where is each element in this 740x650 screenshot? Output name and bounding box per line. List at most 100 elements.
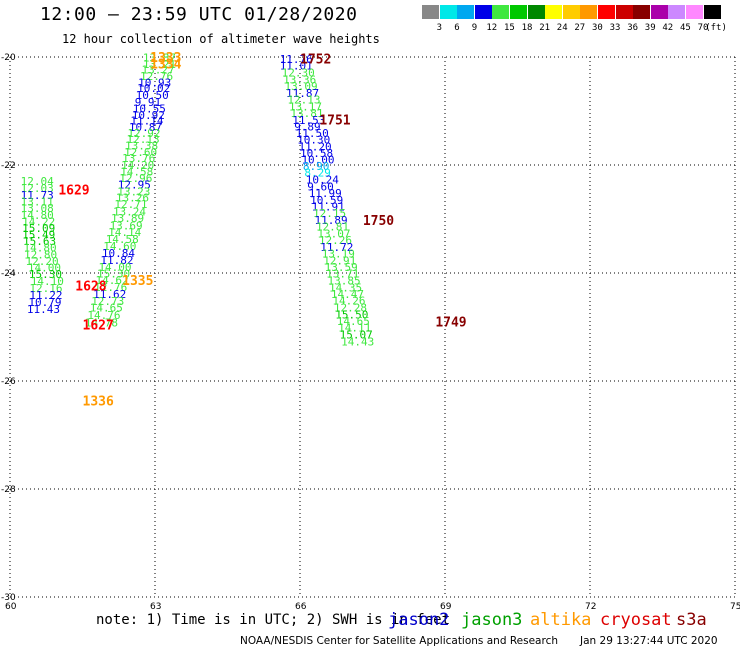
wave-height-label: 12.60 [124,146,157,159]
wave-height-label: 10.00 [301,154,334,167]
wave-height-label: 12.04 [21,175,54,188]
wave-height-label: 9.91 [135,96,162,109]
wave-height-label: 12.13 [287,94,320,107]
legend-cryosat: cryosat [600,610,672,630]
legend-s3a: s3a [676,610,707,630]
wave-height-label: 10.59 [310,194,343,207]
wave-height-label: 11.76 [280,53,313,66]
pass-time-label: 1752 [300,53,331,68]
wave-height-label: 15.50 [335,309,368,322]
wave-height-label: 11.20 [299,141,332,154]
wave-height-label: 15.30 [29,268,62,281]
wave-height-label: 12.96 [119,172,152,185]
wave-height-label: 13.09 [285,80,318,93]
color-scale-tick-label: 15 [504,23,515,33]
color-scale-tick-label: 36 [627,23,639,33]
wave-height-label: 12.73 [91,295,124,308]
wave-height-label: 14.65 [337,315,370,328]
wave-height-label: 10.55 [133,102,166,115]
wave-height-label: 12.81 [316,221,349,234]
color-swatch [668,5,686,19]
wave-height-label: 14.00 [98,261,131,274]
x-tick-label: 60 [5,602,17,612]
pass-time-label: 1627 [83,318,114,333]
wave-height-label: 12.80 [24,249,57,262]
wave-height-label: 14.11 [338,322,371,335]
wave-height-label: 14.78 [85,317,118,330]
wave-height-label: 10.93 [138,76,171,89]
color-swatch [527,5,545,19]
wave-height-label: 13.21 [143,58,176,71]
wave-height-label: 11.62 [93,288,126,301]
wave-height-label: 14.47 [331,288,364,301]
color-scale-tick-label: 39 [644,23,656,33]
wave-height-label: 12.91 [323,255,356,268]
wave-height-label: 11.89 [315,214,348,227]
color-scale-tick-label: 24 [556,23,568,33]
color-swatch [650,5,668,19]
y-tick-label: -22 [1,161,16,171]
wave-height-label: 13.87 [143,52,176,65]
color-scale-tick-label: 6 [454,23,460,33]
color-scale-tick-label: 12 [486,23,498,33]
wave-height-label: 15.63 [23,235,56,248]
color-scale-tick-label: 27 [574,23,586,33]
wave-height-label: 10.24 [306,174,339,187]
wave-height-label: 14.43 [341,336,374,349]
color-swatch [703,5,721,19]
wave-height-label: 12.76 [140,70,173,83]
wave-height-label: 8.90 [303,160,330,173]
wave-height-label: 10.92 [132,109,165,122]
color-scale-tick-label: 3 [436,23,443,33]
wave-height-label: 12.28 [334,302,367,315]
x-tick-label: 63 [150,602,161,612]
wave-height-label: 13.11 [21,196,54,209]
wave-height-label: 14.58 [106,233,139,246]
legend-altika: altika [530,610,592,630]
wave-height-label: 15.49 [22,229,55,242]
color-scale-tick-label: 70 [697,23,709,33]
wave-height-label: 14.14 [108,226,141,239]
wave-height-label: 8.29 [304,167,331,180]
wave-height-label: 12.13 [126,133,159,146]
wave-height-label: 13.27 [141,63,174,76]
color-swatch [686,5,703,19]
color-swatch [580,5,598,19]
wave-height-label: 11.99 [309,187,342,200]
wave-height-label: 15.30 [97,268,130,281]
wave-height-label: 11.50 [296,127,329,140]
wave-height-label: 12.30 [282,67,315,80]
wave-height-label: 11.22 [29,289,62,302]
wave-height-label: 14.22 [22,216,55,229]
wave-height-label: 13.89 [111,212,144,225]
wave-height-label: 14.10 [31,275,64,288]
wave-height-label: 13.24 [113,205,146,218]
wave-height-label: 10.50 [136,89,169,102]
wave-height-label: 12.15 [313,207,346,220]
wave-height-label: 13.19 [322,248,355,261]
wave-height-label: 14.80 [24,242,57,255]
wave-height-label: 15.09 [22,222,55,235]
y-tick-label: -26 [1,377,16,387]
color-swatch [562,5,580,19]
wave-height-label: 13.17 [289,101,322,114]
color-swatch [633,5,651,19]
x-tick-label: 69 [440,602,452,612]
footer-note: note: 1) Time is in UTC; 2) SWH is in fe… [96,612,451,628]
wave-height-label: 11.14 [130,115,163,128]
color-scale-unit-label: (ft) [705,23,727,33]
wave-height-label: 11.72 [320,241,353,254]
wave-height-label: 13.76 [122,152,155,165]
wave-height-label: 12.71 [114,198,147,211]
chart-title: 12:00 – 23:59 UTC 01/28/2020 [40,4,358,25]
y-tick-label: -24 [1,269,16,279]
pass-time-label: 1336 [83,394,114,409]
wave-height-label: 13.85 [328,275,361,288]
pass-time-label: 1334 [150,57,181,72]
wave-height-label: 12.92 [127,127,160,140]
wave-height-label: 13.38 [125,140,158,153]
color-scale-tick-label: 42 [662,23,674,33]
color-scale-tick-label: 30 [592,23,603,33]
pass-time-label: 1629 [58,183,89,198]
